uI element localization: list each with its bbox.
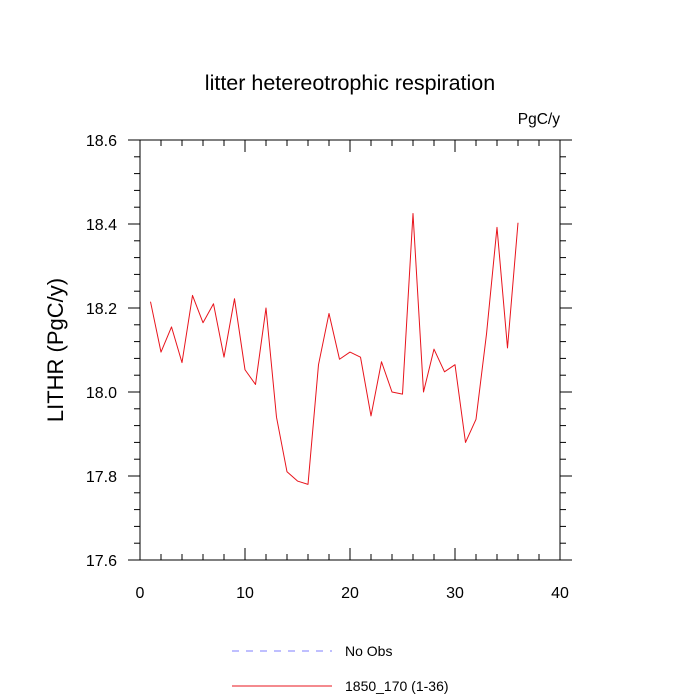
y-tick-label: 18.2 (86, 301, 117, 318)
x-tick-label: 30 (446, 585, 464, 602)
legend: No Obs 1850_170 (1-36) (232, 643, 449, 694)
y-tick-label: 17.6 (86, 553, 117, 570)
axis-ticks (128, 139, 572, 561)
series-layer (150, 213, 519, 485)
y-tick-labels: 17.6 17.8 18.0 18.2 18.4 18.6 (86, 133, 117, 570)
x-tick-label: 10 (236, 585, 254, 602)
x-tick-label: 40 (551, 585, 569, 602)
y-axis-label: LITHR (PgC/y) (43, 278, 68, 422)
chart-title: litter hetereotrophic respiration (205, 71, 495, 95)
x-tick-labels: 0 10 20 30 40 (136, 585, 569, 602)
y-tick-label: 18.6 (86, 133, 117, 150)
x-tick-label: 0 (136, 585, 145, 602)
x-tick-label: 20 (341, 585, 359, 602)
units-label: PgC/y (518, 111, 560, 128)
y-tick-label: 18.4 (86, 217, 117, 234)
legend-label-no-obs: No Obs (345, 643, 392, 659)
series-line-0 (150, 213, 519, 485)
legend-label-series: 1850_170 (1-36) (345, 678, 449, 694)
y-tick-label: 17.8 (86, 469, 117, 486)
y-tick-label: 18.0 (86, 385, 117, 402)
